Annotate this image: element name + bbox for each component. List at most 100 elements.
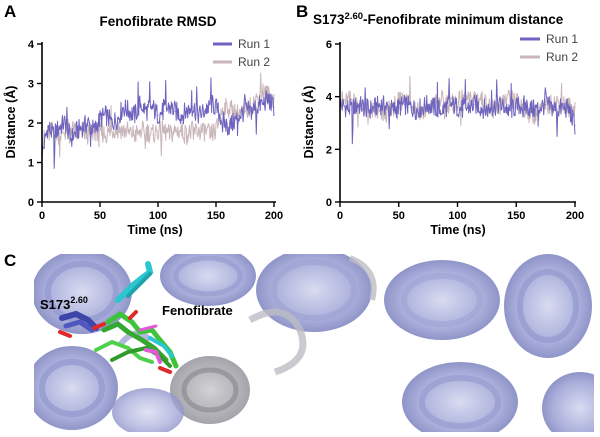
residue-label: S1732.60 <box>40 295 88 312</box>
chart-b-x-label: Time (ns) <box>430 223 485 237</box>
chart-b-y-label: Distance (Å) <box>301 86 316 159</box>
chart-a-series-1-point <box>111 122 113 124</box>
chart-b-x-tick-label: 200 <box>566 210 584 222</box>
chart-a-y-tick-label: 0 <box>28 197 34 209</box>
chart-b-series-1-point <box>474 104 476 106</box>
chart-b-series-1-point <box>480 106 482 108</box>
chart-a-series-1-point <box>267 98 269 100</box>
chart-b-series-2-point <box>545 106 547 108</box>
chart-b-series-2-point <box>456 101 459 103</box>
chart-b-series-2-point <box>386 111 388 114</box>
chart-b-series-1-point <box>503 106 506 108</box>
chart-a-series-2-point <box>186 134 188 136</box>
chart-a-series-2-point <box>140 130 142 132</box>
chart-b-series-1-point <box>527 106 529 108</box>
chart-b-series-1-point <box>392 109 394 111</box>
chart-b-x-tick-label: 50 <box>393 210 405 222</box>
chart-a-series-2-point <box>163 130 165 132</box>
chart-a-series-1-point <box>163 110 165 112</box>
panel-letter-c: C <box>4 251 16 270</box>
chart-b-series-2-point <box>351 98 353 100</box>
chart-a-legend-run2: Run 2 <box>238 55 270 69</box>
panel-letter-b: B <box>296 2 308 21</box>
chart-b-series-2-point <box>574 106 576 108</box>
chart-b-series-1-point <box>427 104 429 106</box>
chart-a-series-2-point <box>198 130 200 132</box>
chart-a-series-1-point <box>64 122 66 124</box>
chart-a-series-1-point <box>93 130 95 132</box>
chart-a-legend: Run 1 Run 2 <box>213 37 270 69</box>
chart-b-ticks: 0 50 100 150 200 0 2 4 6 <box>326 39 584 222</box>
chart-a-series-2-point <box>221 110 223 112</box>
chart-a-series-1-point <box>174 110 176 112</box>
chart-b-legend-run1: Run 1 <box>546 32 578 46</box>
structure-image: S1732.60 Fenofibrate <box>34 254 594 432</box>
chart-b-series-1-point <box>456 106 459 108</box>
chart-a-x-label: Time (ns) <box>127 223 182 237</box>
chart-b-series-1-point <box>380 104 382 106</box>
chart-a-series-1-point <box>128 110 130 112</box>
chart-b-series-2-point <box>480 98 482 100</box>
chart-a-series-1-point <box>47 126 49 128</box>
chart-a-series-2-point <box>180 130 182 132</box>
chart-b-series-1-point <box>498 104 500 106</box>
chart-b-series-1-point <box>574 125 576 127</box>
chart-a-series-1-point <box>186 110 188 112</box>
chart-a-series-2-point <box>256 98 258 100</box>
chart-b-y-tick-label: 0 <box>326 197 332 209</box>
chart-a-y-label: Distance (Å) <box>3 86 18 159</box>
chart-a-series-2-point <box>58 134 61 136</box>
chart-a-series-1-point <box>192 106 194 108</box>
chart-b-series-1-point <box>539 106 541 108</box>
chart-a-series-2-point <box>209 134 211 136</box>
chart-a-series-1-point <box>105 114 107 116</box>
chart-b-series-1-point <box>568 109 570 111</box>
chart-a-series-2-point <box>87 134 89 136</box>
chart-b-title: S1732.60-Fenofibrate minimum distance <box>313 11 564 27</box>
chart-a-series-2-point <box>232 110 234 112</box>
chart-b-series-1-point <box>415 109 417 111</box>
chart-a-series-1-point <box>203 110 205 112</box>
chart-a-plot-area <box>41 72 275 169</box>
chart-b-series-1-point <box>492 106 494 108</box>
chart-b-x-tick-label: 0 <box>337 210 343 222</box>
chart-a-series-2-point <box>215 130 217 132</box>
chart-a-series-2-point <box>227 106 229 108</box>
chart-a-series-1-point <box>221 118 223 120</box>
chart-a-series-2-point <box>203 130 205 132</box>
chart-a-legend-run1: Run 1 <box>238 37 270 51</box>
chart-a-title: Fenofibrate RMSD <box>99 14 216 29</box>
chart-a-y-tick-label: 2 <box>28 118 34 130</box>
chart-b-series-1-point <box>545 104 547 106</box>
chart-a-series-2-point <box>145 130 147 132</box>
chart-a-series-1-point <box>198 114 200 116</box>
chart-a-series-1-point <box>250 110 252 112</box>
panel-letter-a: A <box>4 2 16 21</box>
chart-a-series-1-point <box>134 114 136 116</box>
chart-a-series-2-point <box>122 130 124 132</box>
chart-a-series-1-point <box>145 110 147 112</box>
min-distance-chart: S1732.60-Fenofibrate minimum distance 0 5… <box>301 11 584 237</box>
chart-a-series-1-point <box>180 114 182 116</box>
chart-b-series-1-point <box>468 106 470 108</box>
chart-b-series-2-point <box>503 101 506 103</box>
chart-a-series-2-point <box>70 126 72 128</box>
chart-a-series-2-point <box>169 134 171 136</box>
chart-b-legend: Run 1 Run 2 <box>520 32 578 64</box>
chart-a-x-tick-label: 150 <box>207 210 225 222</box>
residue-s173 <box>58 310 106 338</box>
chart-b-series-1-point <box>445 106 447 108</box>
chart-a-series-1-point <box>169 106 171 108</box>
chart-b-series-1-point <box>533 109 535 111</box>
chart-b-y-tick-label: 2 <box>326 144 332 156</box>
chart-b-series-1-point <box>439 109 441 111</box>
chart-a-series-1-point <box>273 106 275 108</box>
chart-a-series-line-1 <box>41 77 275 169</box>
chart-b-plot-area <box>339 75 576 145</box>
chart-a-series-2-point <box>261 90 263 92</box>
chart-a-series-2-point <box>151 134 153 136</box>
chart-a-series-1-point <box>82 126 84 128</box>
chart-a-y-tick-label: 3 <box>28 79 34 91</box>
chart-b-series-1-point <box>357 104 359 106</box>
